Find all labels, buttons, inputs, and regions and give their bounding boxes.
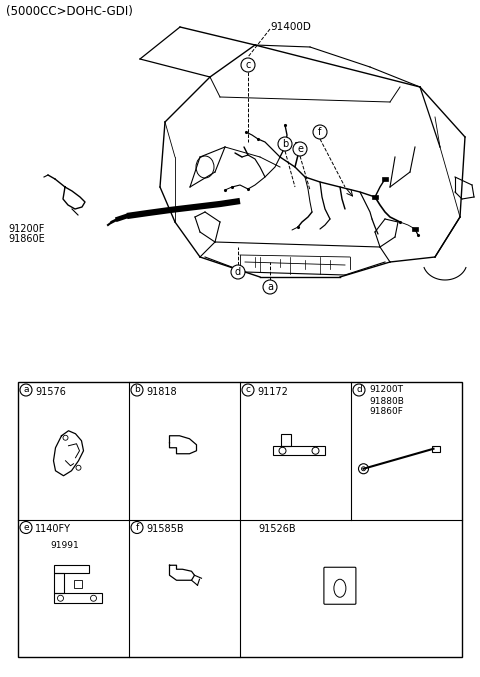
Text: b: b bbox=[282, 139, 288, 149]
Text: b: b bbox=[134, 385, 140, 395]
Circle shape bbox=[293, 142, 307, 156]
Bar bbox=[53, 565, 88, 573]
Circle shape bbox=[313, 125, 327, 139]
Text: c: c bbox=[245, 60, 251, 70]
Text: 91880B: 91880B bbox=[369, 397, 404, 406]
Text: 91860F: 91860F bbox=[369, 408, 403, 416]
Circle shape bbox=[20, 521, 32, 533]
Text: 91200T: 91200T bbox=[369, 385, 403, 395]
Bar bbox=[372, 195, 378, 199]
Bar bbox=[73, 580, 82, 588]
Circle shape bbox=[242, 384, 254, 396]
Text: 91818: 91818 bbox=[146, 387, 177, 397]
Bar bbox=[53, 593, 101, 603]
Text: 91172: 91172 bbox=[257, 387, 288, 397]
Text: f: f bbox=[318, 127, 322, 137]
Text: 91991: 91991 bbox=[50, 542, 79, 550]
Bar bbox=[412, 227, 418, 231]
Bar bbox=[18, 382, 462, 657]
Circle shape bbox=[353, 384, 365, 396]
Text: e: e bbox=[23, 523, 29, 532]
Text: a: a bbox=[23, 385, 29, 395]
Text: a: a bbox=[267, 282, 273, 292]
Circle shape bbox=[20, 384, 32, 396]
Circle shape bbox=[278, 137, 292, 151]
Text: e: e bbox=[297, 144, 303, 154]
Bar bbox=[432, 445, 440, 452]
Text: 91400D: 91400D bbox=[270, 22, 311, 32]
Bar bbox=[280, 434, 290, 445]
Bar bbox=[273, 445, 324, 455]
Text: d: d bbox=[235, 267, 241, 277]
Text: 91585B: 91585B bbox=[146, 525, 184, 535]
Text: c: c bbox=[245, 385, 251, 395]
Circle shape bbox=[263, 280, 277, 294]
Text: (5000CC>DOHC-GDI): (5000CC>DOHC-GDI) bbox=[6, 5, 133, 18]
Text: f: f bbox=[135, 523, 139, 532]
Circle shape bbox=[231, 265, 245, 279]
Circle shape bbox=[241, 58, 255, 72]
Text: 91576: 91576 bbox=[35, 387, 66, 397]
Circle shape bbox=[131, 521, 143, 533]
Bar bbox=[53, 573, 63, 593]
Text: 91200F: 91200F bbox=[8, 224, 44, 234]
Circle shape bbox=[131, 384, 143, 396]
Text: d: d bbox=[356, 385, 362, 395]
Text: 91526B: 91526B bbox=[258, 525, 296, 535]
Bar bbox=[382, 177, 388, 181]
Text: 1140FY: 1140FY bbox=[35, 525, 71, 535]
Text: 91860E: 91860E bbox=[8, 234, 45, 244]
